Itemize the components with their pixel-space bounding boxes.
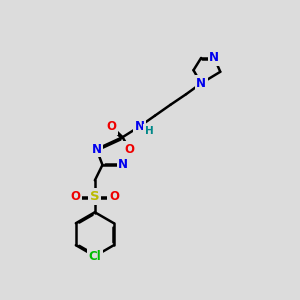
Text: S: S (90, 190, 100, 203)
Text: Cl: Cl (88, 250, 101, 262)
Text: O: O (107, 120, 117, 133)
Text: N: N (196, 77, 206, 90)
Text: O: O (71, 190, 81, 203)
Text: N: N (134, 120, 144, 133)
Text: N: N (118, 158, 128, 171)
Text: N: N (209, 51, 219, 64)
Text: O: O (124, 143, 134, 156)
Text: H: H (145, 126, 154, 136)
Text: N: N (92, 143, 101, 156)
Text: O: O (109, 190, 119, 203)
